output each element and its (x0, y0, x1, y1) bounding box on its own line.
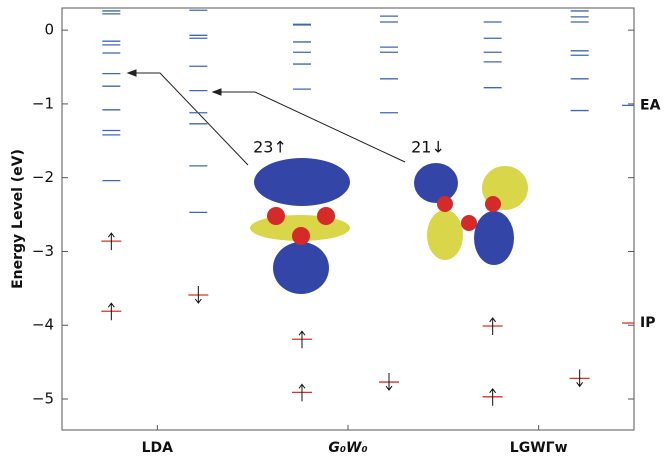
annotation: 21↓ (411, 138, 445, 157)
orbital-23 (250, 158, 350, 294)
x-tick-label: G₀W₀ (328, 440, 367, 456)
orbital-21 (414, 163, 528, 265)
y-tick-label: −1 (32, 94, 54, 112)
y-tick-label: −4 (32, 316, 54, 334)
x-tick-label: LDA (142, 440, 174, 456)
x-tick-label: LGWΓw (510, 440, 568, 456)
y-tick-label: −5 (32, 390, 54, 408)
y-tick-label: 0 (44, 21, 54, 39)
y-axis-label: Energy Level (eV) (10, 149, 26, 289)
chart: Energy Level (eV) 23↑ 21↓ 0 −1 −2 −3 −4 −5 LDA… (0, 0, 664, 463)
reference-label: EA (640, 97, 661, 113)
y-tick-label: −2 (32, 168, 54, 186)
y-tick-label: −3 (32, 242, 54, 260)
plot-frame (62, 8, 634, 430)
reference-label: IP (640, 315, 655, 331)
annotation: 23↑ (253, 138, 287, 157)
